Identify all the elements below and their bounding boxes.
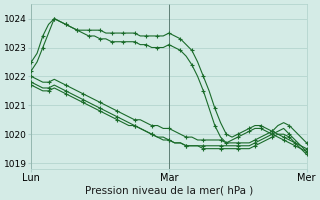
X-axis label: Pression niveau de la mer( hPa ): Pression niveau de la mer( hPa ) (85, 186, 253, 196)
